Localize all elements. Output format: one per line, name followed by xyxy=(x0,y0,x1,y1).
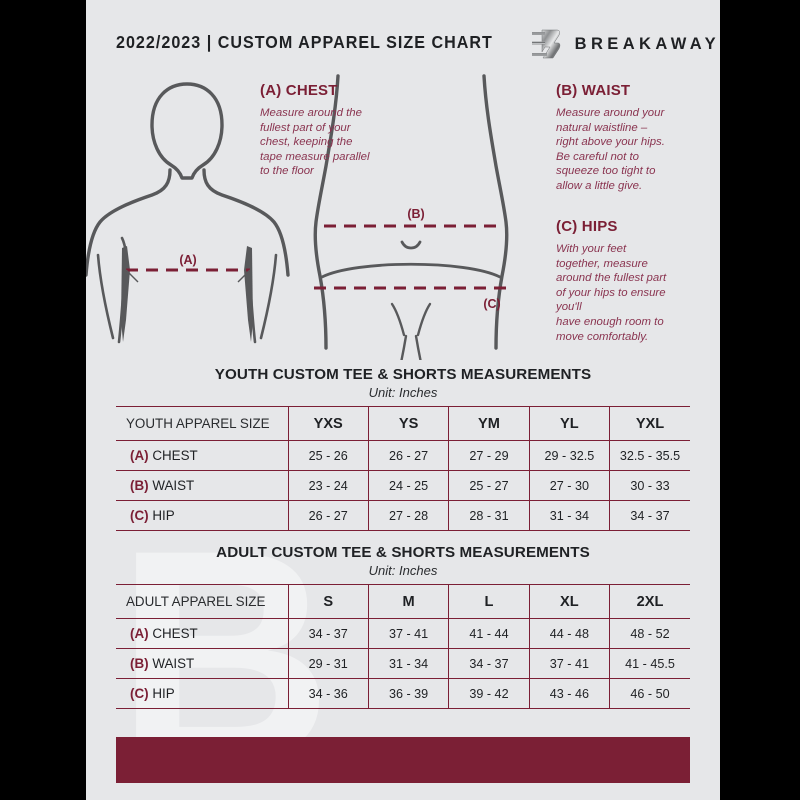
table-column-header: YM xyxy=(448,406,530,441)
table-cell: 26 - 27 xyxy=(287,500,369,531)
adult-table-title: ADULT CUSTOM TEE & SHORTS MEASUREMENTS xyxy=(216,544,590,561)
table-row: (C) HIP 26 - 27 27 - 28 28 - 31 31 - 34 34 - … xyxy=(116,500,690,531)
table-row-label: (C) HIP xyxy=(116,500,288,531)
callout-hips-body: With your feet together, measure around … xyxy=(556,243,667,343)
footer-bar xyxy=(116,737,690,783)
table-row-label: (C) HIP xyxy=(116,678,288,709)
body-diagram-svg: (A) (B) (C) xyxy=(86,74,510,360)
waist-marker-label: (B) xyxy=(407,207,424,221)
table-column-header: M xyxy=(367,584,449,619)
table-cell: 43 - 46 xyxy=(528,678,610,709)
table-header-label: ADULT APPAREL SIZE xyxy=(116,584,288,619)
row-tag: (A) xyxy=(130,626,149,641)
table-row: (A) CHEST 34 - 37 37 - 41 41 - 44 44 - 48 48 … xyxy=(116,618,690,649)
row-tag: (B) xyxy=(130,478,149,493)
youth-size-table-block: YOUTH CUSTOM TEE & SHORTS MEASUREMENTS U… xyxy=(116,366,690,531)
row-tag: (B) xyxy=(130,656,149,671)
youth-table-unit: Unit: Inches xyxy=(368,385,438,400)
table-cell: 34 - 36 xyxy=(287,678,369,709)
table-column-header: YS xyxy=(367,406,449,441)
table-cell: 37 - 41 xyxy=(528,648,610,679)
row-tag: (C) xyxy=(130,508,149,523)
adult-size-table: ADULT APPAREL SIZE S M L XL 2XL (A) CHEST 34 - … xyxy=(116,584,690,709)
callout-chest: (A) CHEST Measure around the fullest par… xyxy=(260,82,410,179)
callout-chest-title: (A) CHEST xyxy=(260,82,338,99)
table-row: (A) CHEST 25 - 26 26 - 27 27 - 29 29 - 32.5 3… xyxy=(116,440,690,471)
table-header-row: ADULT APPAREL SIZE S M L XL 2XL xyxy=(116,584,690,619)
callout-waist-title: (B) WAIST xyxy=(556,82,631,99)
table-cell: 39 - 42 xyxy=(448,678,530,709)
table-cell: 26 - 27 xyxy=(367,440,449,471)
table-row-label: (A) CHEST xyxy=(116,618,288,649)
callout-hips-title: (C) HIPS xyxy=(556,218,618,235)
table-cell: 41 - 44 xyxy=(448,618,530,649)
table-column-header: YXL xyxy=(609,406,690,441)
brand-name: BREAKAWAY xyxy=(574,34,720,53)
brand-block: BREAKAWAY xyxy=(531,28,720,60)
table-row-label: (A) CHEST xyxy=(116,440,288,471)
table-cell: 34 - 37 xyxy=(287,618,369,649)
table-cell: 28 - 31 xyxy=(448,500,530,531)
table-cell: 46 - 50 xyxy=(609,678,690,709)
table-cell: 27 - 28 xyxy=(367,500,449,531)
table-column-header: 2XL xyxy=(609,584,690,619)
table-header-label: YOUTH APPAREL SIZE xyxy=(116,406,288,441)
table-column-header: S xyxy=(287,584,369,619)
table-row: (B) WAIST 29 - 31 31 - 34 34 - 37 37 - 41 41 … xyxy=(116,648,690,679)
table-cell: 31 - 34 xyxy=(367,648,449,679)
adult-table-unit: Unit: Inches xyxy=(368,563,438,578)
table-cell: 34 - 37 xyxy=(448,648,530,679)
table-cell: 37 - 41 xyxy=(367,618,449,649)
table-column-header: L xyxy=(448,584,530,619)
table-row-label: (B) WAIST xyxy=(116,470,288,501)
table-row: (C) HIP 34 - 36 36 - 39 39 - 42 43 - 46 46 - … xyxy=(116,678,690,709)
row-tag: (A) xyxy=(130,448,149,463)
chest-marker-label: (A) xyxy=(179,253,196,267)
table-cell: 24 - 25 xyxy=(367,470,449,501)
table-cell: 48 - 52 xyxy=(609,618,690,649)
torso-figure xyxy=(86,82,290,344)
breakaway-b-logo-icon xyxy=(531,29,560,59)
page-title: 2022/2023 | CUSTOM APPAREL SIZE CHART xyxy=(116,32,493,52)
table-cell: 34 - 37 xyxy=(609,500,690,531)
youth-table-title: YOUTH CUSTOM TEE & SHORTS MEASUREMENTS xyxy=(214,366,592,383)
body-diagram: (A) (B) (C) xyxy=(86,70,720,360)
table-cell: 41 - 45.5 xyxy=(609,648,690,679)
callout-hips: (C) HIPS With your feet together, measur… xyxy=(556,218,708,344)
table-header-row: YOUTH APPAREL SIZE YXS YS YM YL YXL xyxy=(116,406,690,441)
table-cell: 31 - 34 xyxy=(528,500,610,531)
hips-figure xyxy=(313,74,509,360)
table-cell: 29 - 31 xyxy=(287,648,369,679)
chest-measure-line xyxy=(125,268,251,283)
table-cell: 29 - 32.5 xyxy=(528,440,610,471)
table-row-label: (B) WAIST xyxy=(116,648,288,679)
table-row: (B) WAIST 23 - 24 24 - 25 25 - 27 27 - 30 30 … xyxy=(116,470,690,501)
table-cell: 30 - 33 xyxy=(609,470,690,501)
table-cell: 25 - 27 xyxy=(448,470,530,501)
table-cell: 36 - 39 xyxy=(367,678,449,709)
adult-size-table-block: ADULT CUSTOM TEE & SHORTS MEASUREMENTS U… xyxy=(116,544,690,709)
table-cell: 23 - 24 xyxy=(287,470,369,501)
callout-chest-body: Measure around the fullest part of your … xyxy=(260,107,370,178)
table-cell: 32.5 - 35.5 xyxy=(609,440,690,471)
table-column-header: XL xyxy=(528,584,610,619)
callout-waist-body: Measure around your natural waistline – … xyxy=(556,107,665,192)
youth-size-table: YOUTH APPAREL SIZE YXS YS YM YL YXL (A) CHEST 2… xyxy=(116,406,690,531)
row-tag: (C) xyxy=(130,686,149,701)
table-column-header: YXS xyxy=(287,406,369,441)
size-chart-page: B 2022/2023 | CUSTOM APPAREL SIZE CHART xyxy=(86,0,720,800)
table-column-header: YL xyxy=(528,406,610,441)
hip-marker-label: (C) xyxy=(483,297,500,311)
callout-waist: (B) WAIST Measure around your natural wa… xyxy=(556,82,706,194)
table-cell: 27 - 29 xyxy=(448,440,530,471)
page-header: 2022/2023 | CUSTOM APPAREL SIZE CHART xyxy=(86,28,720,64)
table-cell: 25 - 26 xyxy=(287,440,369,471)
table-cell: 44 - 48 xyxy=(528,618,610,649)
table-cell: 27 - 30 xyxy=(528,470,610,501)
